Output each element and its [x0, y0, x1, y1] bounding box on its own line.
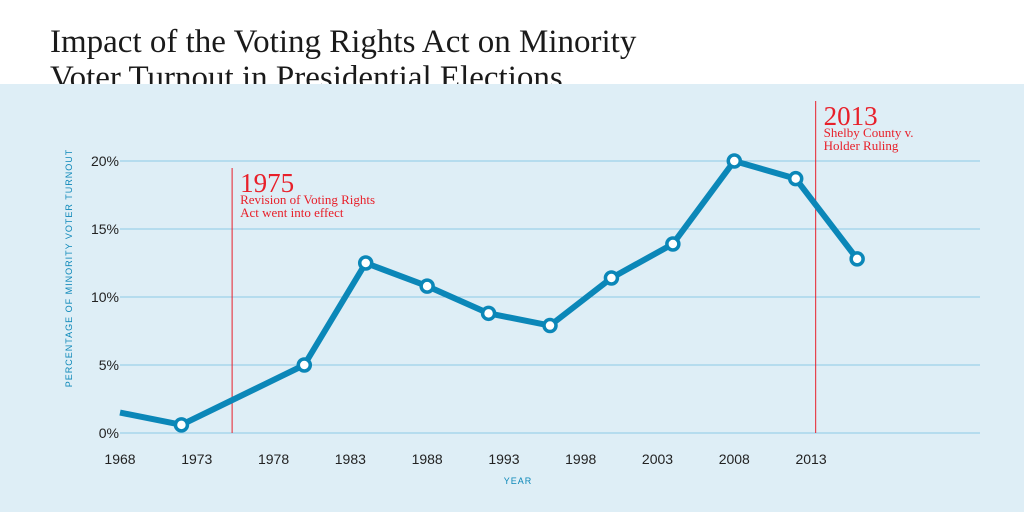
x-axis-title: YEAR [504, 476, 533, 486]
annotation-text: Act went into effect [240, 205, 344, 220]
x-tick-label: 1968 [104, 451, 135, 467]
data-point [296, 357, 313, 373]
x-tick-label: 1993 [488, 451, 519, 467]
y-tick-label: 20% [91, 153, 119, 169]
data-point [849, 251, 865, 267]
annotation-year: 2013 [824, 101, 878, 131]
series-markers [173, 153, 865, 433]
data-point [726, 153, 743, 169]
annotation-text: Revision of Voting Rights [240, 192, 375, 207]
x-tick-label: 1978 [258, 451, 289, 467]
data-point [419, 278, 435, 294]
annotation-year: 1975 [240, 168, 294, 198]
x-tick-label: 1998 [565, 451, 596, 467]
title-area: Impact of the Voting Rights Act on Minor… [0, 0, 1024, 96]
plot-background [0, 84, 1024, 512]
chart-title-line-1: Impact of the Voting Rights Act on Minor… [50, 24, 637, 60]
y-tick-label: 15% [91, 221, 119, 237]
x-tick-label: 2008 [719, 451, 750, 467]
data-point [787, 170, 804, 187]
y-axis-title: PERCENTAGE OF MINORITY VOTER TURNOUT [64, 149, 74, 388]
data-point [173, 417, 190, 433]
data-point [357, 255, 374, 271]
x-tick-label: 2013 [795, 451, 826, 467]
x-tick-labels: 1968 1973 1978 1983 1988 1993 1998 2003 2008 2013 [104, 451, 826, 467]
x-tick-label: 2003 [642, 451, 673, 467]
data-point [603, 270, 620, 286]
x-tick-label: 1983 [335, 451, 366, 467]
x-tick-label: 1973 [181, 451, 212, 467]
y-tick-labels: 0% 5% 10% 15% 20% [91, 153, 119, 441]
y-tick-label: 10% [91, 289, 119, 305]
data-point [665, 236, 681, 252]
annotation-text: Holder Ruling [824, 138, 899, 153]
annotation-text: Shelby County v. [824, 125, 914, 140]
series-line [119, 158, 860, 428]
gridlines [120, 160, 980, 434]
y-tick-label: 0% [99, 425, 119, 441]
data-point [480, 305, 497, 322]
x-tick-label: 1988 [412, 451, 443, 467]
series-line-layer [119, 158, 860, 428]
y-tick-label: 5% [99, 357, 119, 373]
data-point [542, 317, 558, 334]
